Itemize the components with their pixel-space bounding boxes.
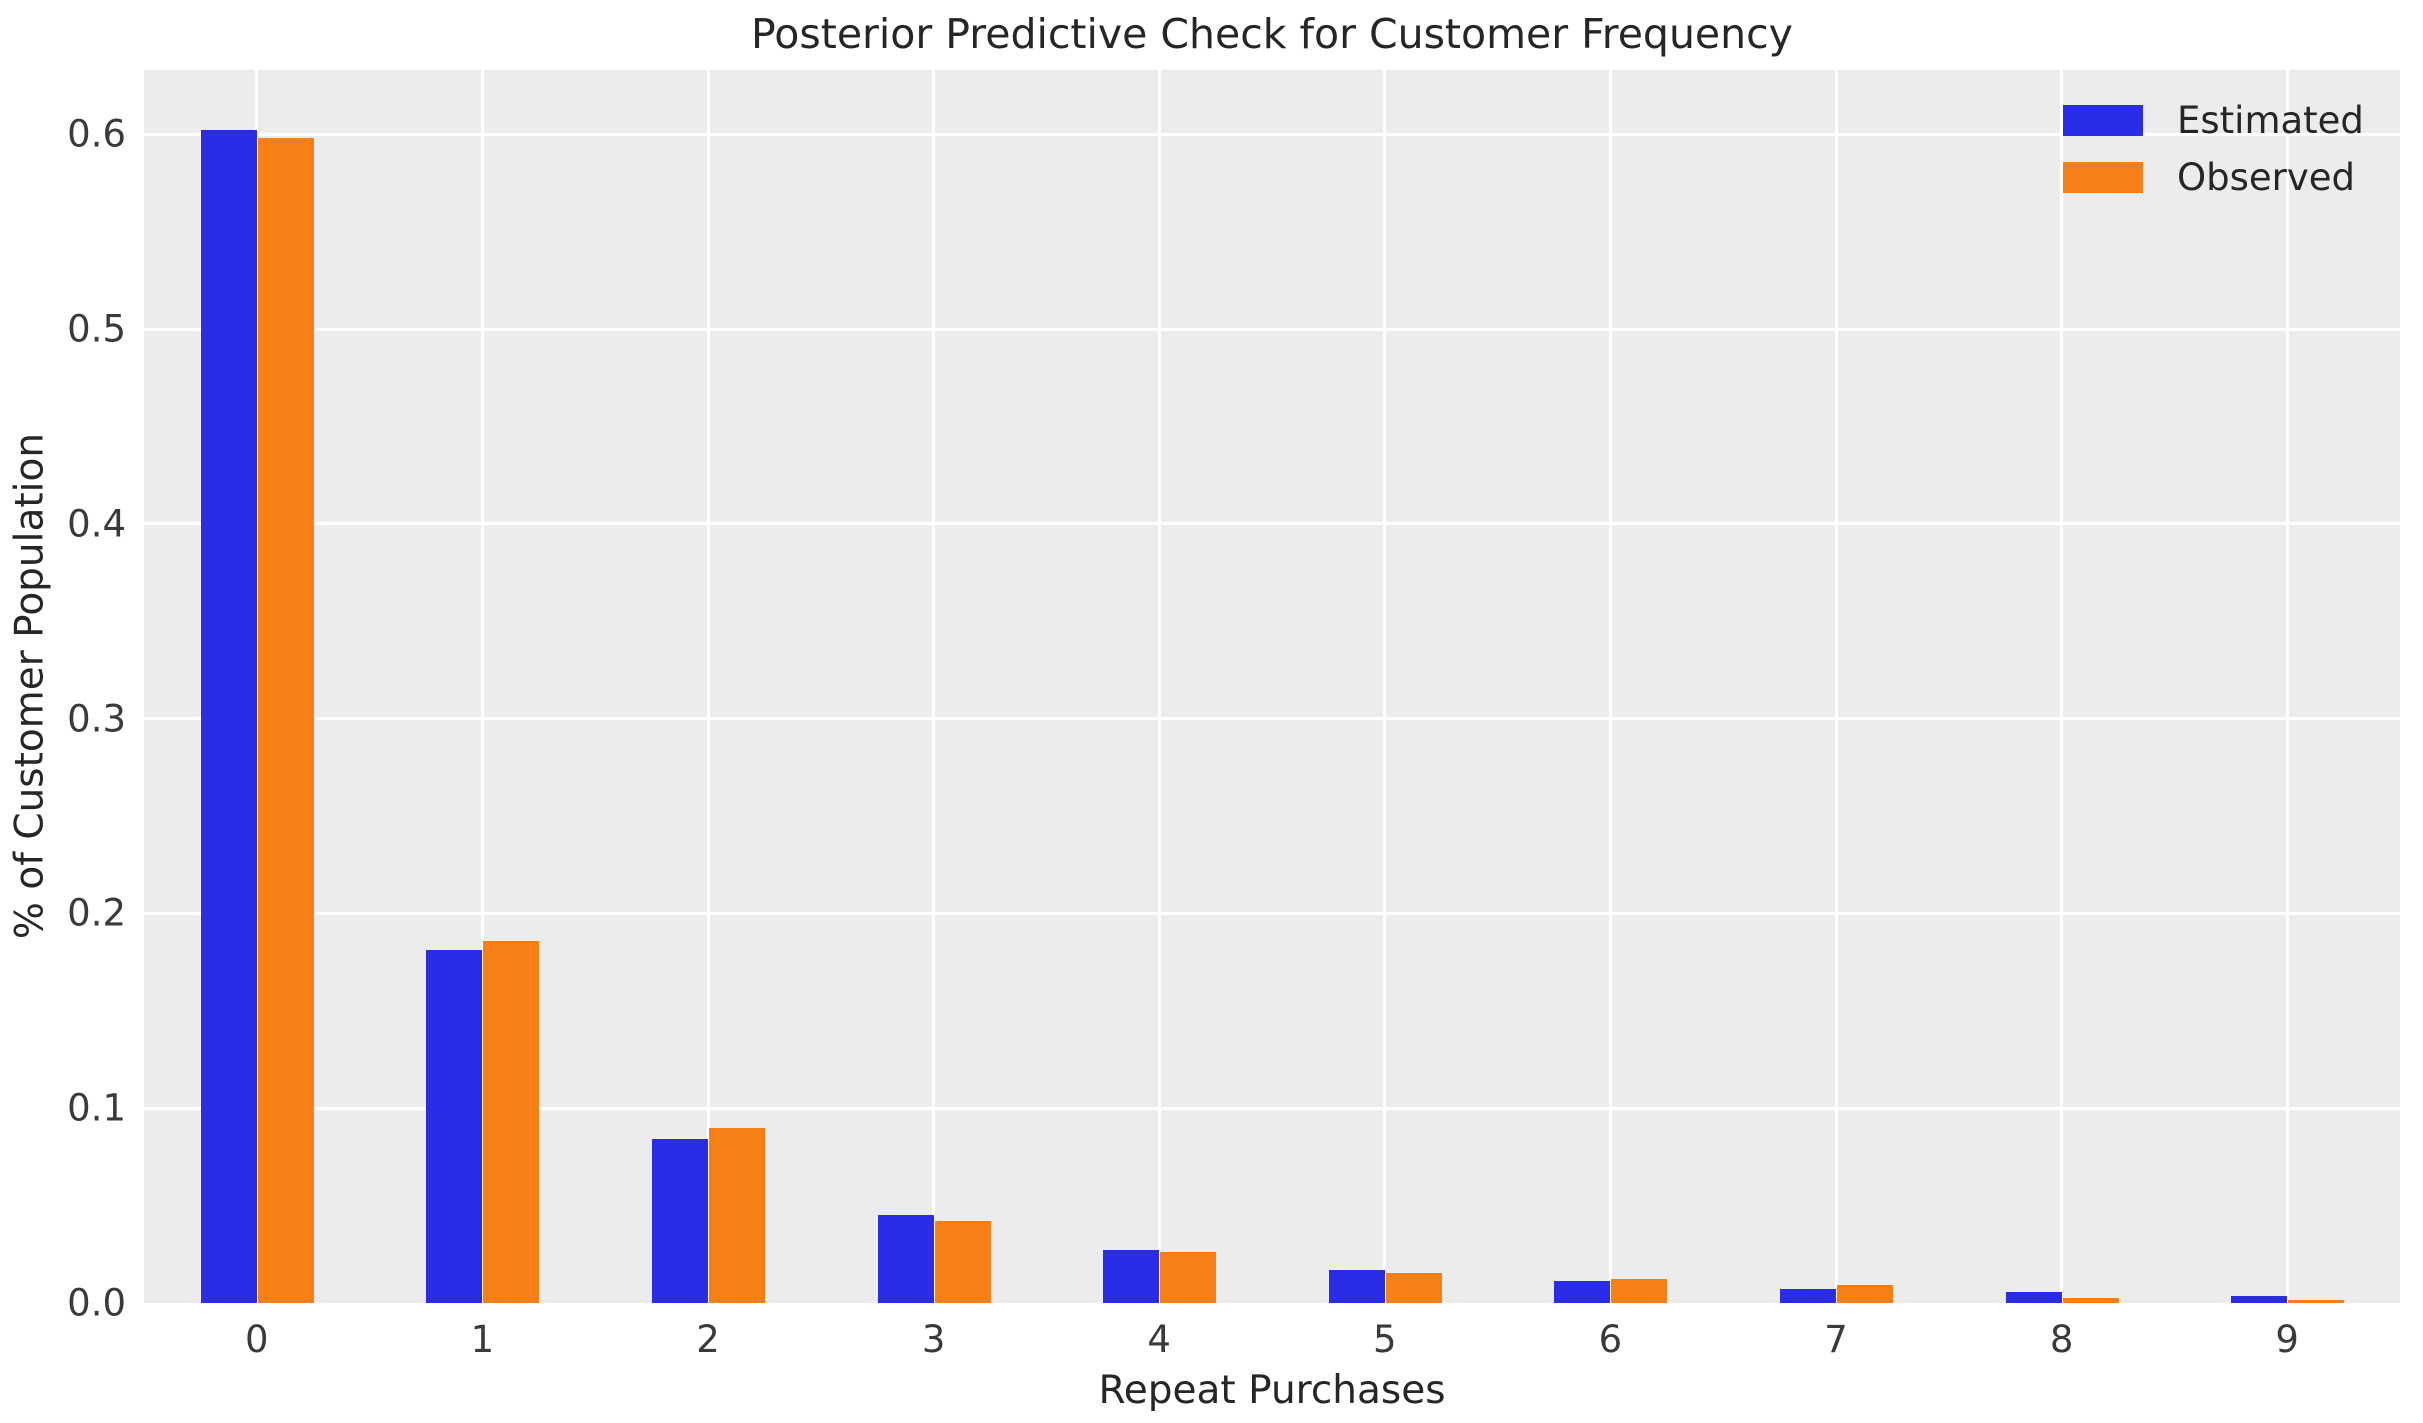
y-gridline <box>144 1106 2400 1110</box>
bar-observed-2 <box>709 1127 765 1303</box>
x-axis-label: Repeat Purchases <box>1098 1368 1446 1413</box>
bar-observed-5 <box>1385 1272 1442 1303</box>
y-tick-label: 0.5 <box>67 307 126 351</box>
bar-observed-8 <box>2062 1298 2119 1303</box>
legend: Estimated Observed <box>2063 92 2364 206</box>
x-gridline <box>1608 70 1612 1303</box>
bar-estimated-4 <box>1103 1250 1160 1303</box>
legend-label-estimated: Estimated <box>2177 99 2364 142</box>
x-gridline <box>1383 70 1387 1303</box>
x-tick-label: 7 <box>1824 1318 1848 1361</box>
observed-color-swatch <box>2063 162 2143 193</box>
x-gridline <box>480 70 484 1303</box>
bar-estimated-7 <box>1780 1288 1836 1303</box>
bar-observed-6 <box>1611 1279 1668 1303</box>
y-tick-label: 0.3 <box>67 697 126 741</box>
x-tick-label: 3 <box>921 1318 946 1361</box>
x-tick-label: 9 <box>2275 1318 2299 1361</box>
x-gridline <box>1157 70 1161 1303</box>
x-tick-label: 2 <box>696 1318 720 1361</box>
x-tick-label: 0 <box>245 1318 269 1361</box>
x-tick-label: 5 <box>1373 1318 1397 1361</box>
bar-estimated-8 <box>2005 1292 2062 1303</box>
bar-estimated-9 <box>2231 1296 2288 1303</box>
bar-estimated-3 <box>877 1215 934 1303</box>
bar-estimated-5 <box>1328 1269 1385 1303</box>
x-tick-label: 6 <box>1598 1318 1623 1361</box>
bar-observed-7 <box>1837 1285 1893 1303</box>
chart-title: Posterior Predictive Check for Customer … <box>751 10 1793 58</box>
y-tick-label: 0.0 <box>67 1281 126 1325</box>
legend-item-estimated: Estimated <box>2063 92 2364 149</box>
bar-observed-9 <box>2288 1300 2345 1303</box>
bar-estimated-2 <box>652 1139 708 1303</box>
x-gridline <box>2060 70 2064 1303</box>
x-tick-label: 8 <box>2049 1318 2074 1361</box>
x-gridline <box>255 70 259 1303</box>
bar-estimated-1 <box>426 950 483 1303</box>
bar-estimated-0 <box>200 130 257 1303</box>
y-gridline <box>144 911 2400 915</box>
bar-estimated-6 <box>1554 1280 1611 1303</box>
y-tick-label: 0.4 <box>67 502 126 546</box>
x-gridline <box>932 70 936 1303</box>
y-tick-label: 0.6 <box>67 112 126 156</box>
y-gridline <box>144 132 2400 136</box>
bar-observed-4 <box>1160 1252 1217 1303</box>
y-gridline <box>144 717 2400 721</box>
x-gridline <box>2285 70 2289 1303</box>
estimated-color-swatch <box>2063 105 2143 136</box>
y-axis-label: % of Customer Population <box>7 432 53 940</box>
x-tick-label: 1 <box>470 1318 495 1361</box>
plot-area <box>144 70 2400 1303</box>
legend-label-observed: Observed <box>2177 156 2356 199</box>
bar-observed-0 <box>257 138 314 1303</box>
bar-observed-3 <box>934 1221 991 1303</box>
bar-observed-1 <box>483 940 540 1303</box>
y-gridline <box>144 522 2400 526</box>
y-gridline <box>144 327 2400 331</box>
x-gridline <box>1834 70 1838 1303</box>
x-gridline <box>706 70 710 1303</box>
legend-item-observed: Observed <box>2063 149 2364 206</box>
y-tick-label: 0.2 <box>67 891 126 935</box>
x-tick-label: 4 <box>1147 1318 1171 1361</box>
y-tick-label: 0.1 <box>67 1086 126 1130</box>
